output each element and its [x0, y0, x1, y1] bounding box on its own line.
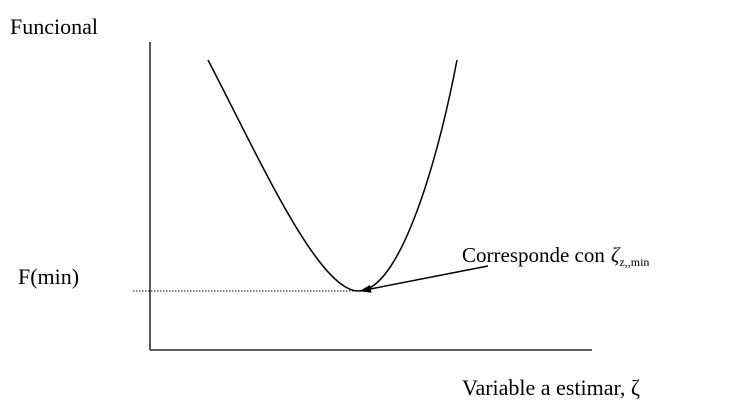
y-axis-label: Funcional: [10, 14, 98, 39]
annotation-subscript: z,,min: [619, 255, 649, 269]
annotation-symbol: ζ: [611, 243, 621, 267]
annotation-arrow: [359, 265, 489, 293]
annotation-text: Corresponde con: [462, 243, 605, 267]
x-axis-label: Variable a estimar, ζ: [462, 375, 640, 400]
functional-curve: [207, 59, 458, 292]
minimum-label: F(min): [18, 264, 79, 289]
annotation: Corresponde con ζz,,min: [462, 243, 649, 269]
